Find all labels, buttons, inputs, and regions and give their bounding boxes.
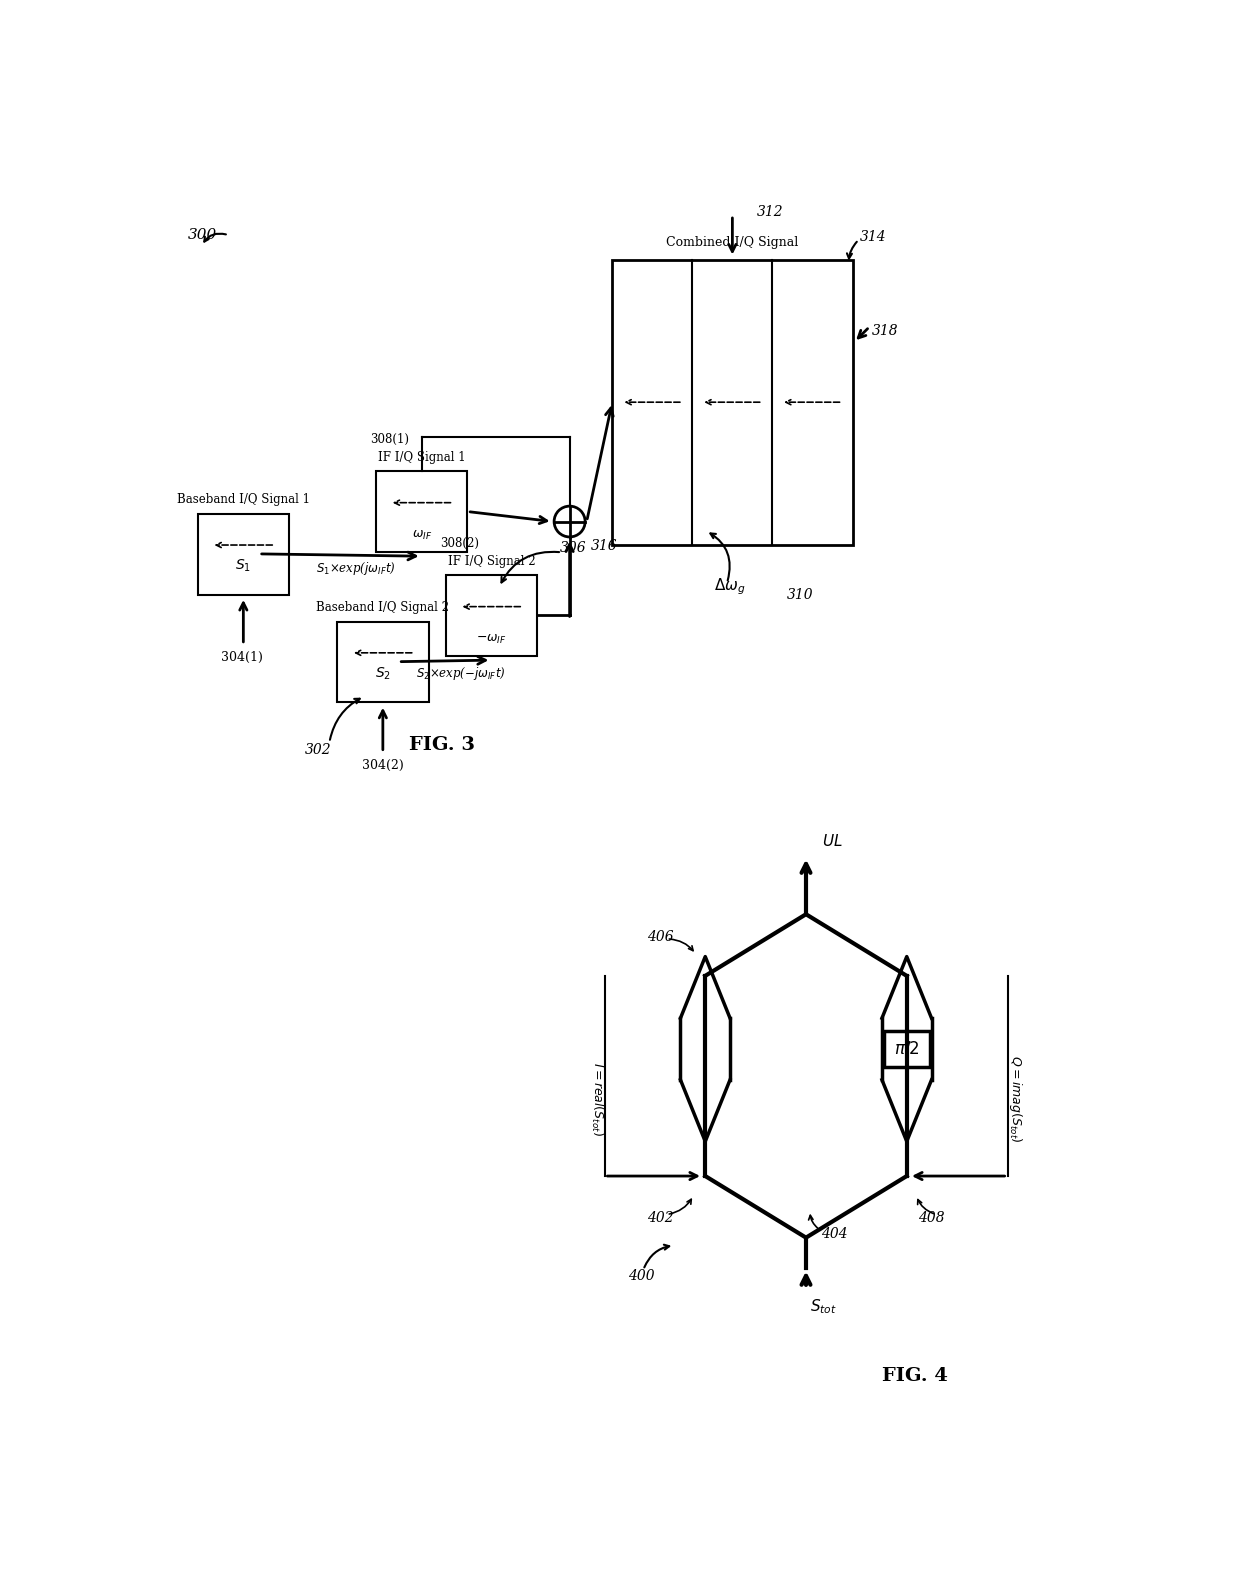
Text: 304(1): 304(1) xyxy=(221,651,263,665)
Text: 308(1): 308(1) xyxy=(371,433,409,446)
Text: 314: 314 xyxy=(861,230,887,244)
Text: IF I/Q Signal 1: IF I/Q Signal 1 xyxy=(378,451,465,463)
Text: 300: 300 xyxy=(187,229,217,243)
Text: $S_{tot}$: $S_{tot}$ xyxy=(810,1298,837,1316)
Text: 404: 404 xyxy=(821,1227,848,1241)
Text: 306: 306 xyxy=(560,541,587,555)
Text: $\Delta\omega_g$: $\Delta\omega_g$ xyxy=(714,576,745,597)
Text: 318: 318 xyxy=(872,324,899,338)
Text: $\omega_{IF}$: $\omega_{IF}$ xyxy=(412,528,432,541)
Text: 316: 316 xyxy=(591,540,618,554)
Text: $I = real(S_{tot})$: $I = real(S_{tot})$ xyxy=(589,1062,605,1136)
Bar xyxy=(376,471,467,552)
Text: 408: 408 xyxy=(919,1211,945,1225)
Text: $UL$: $UL$ xyxy=(821,833,842,849)
Text: $Q = imag(S_{tot})$: $Q = imag(S_{tot})$ xyxy=(1007,1055,1024,1143)
Text: FIG. 3: FIG. 3 xyxy=(409,736,475,754)
Text: 310: 310 xyxy=(786,587,813,601)
Text: 400: 400 xyxy=(627,1270,655,1284)
Bar xyxy=(445,576,537,657)
Text: 406: 406 xyxy=(647,930,673,944)
Text: $S_1$: $S_1$ xyxy=(236,557,252,574)
Text: 312: 312 xyxy=(758,205,784,219)
Text: FIG. 4: FIG. 4 xyxy=(882,1368,947,1385)
Text: 304(2): 304(2) xyxy=(362,759,404,773)
Bar xyxy=(613,260,853,544)
Bar xyxy=(883,1030,930,1068)
Bar xyxy=(197,514,289,595)
Text: $S_2$: $S_2$ xyxy=(374,665,391,682)
Bar xyxy=(337,622,429,703)
Text: $-\omega_{IF}$: $-\omega_{IF}$ xyxy=(476,633,507,646)
Text: 402: 402 xyxy=(647,1211,673,1225)
Text: Baseband I/Q Signal 2: Baseband I/Q Signal 2 xyxy=(316,601,449,614)
Text: 308(2): 308(2) xyxy=(440,536,479,549)
Text: Baseband I/Q Signal 1: Baseband I/Q Signal 1 xyxy=(177,494,310,506)
Text: $S_1$×exp($j\omega_{IF}t$): $S_1$×exp($j\omega_{IF}t$) xyxy=(316,560,396,578)
Text: IF I/Q Signal 2: IF I/Q Signal 2 xyxy=(448,555,536,568)
Text: 302: 302 xyxy=(305,743,331,757)
Text: Combined I/Q Signal: Combined I/Q Signal xyxy=(666,236,799,249)
Text: $\pi/2$: $\pi/2$ xyxy=(894,1039,920,1059)
Text: $S_2$×exp($-j\omega_{IF}t$): $S_2$×exp($-j\omega_{IF}t$) xyxy=(415,665,505,682)
